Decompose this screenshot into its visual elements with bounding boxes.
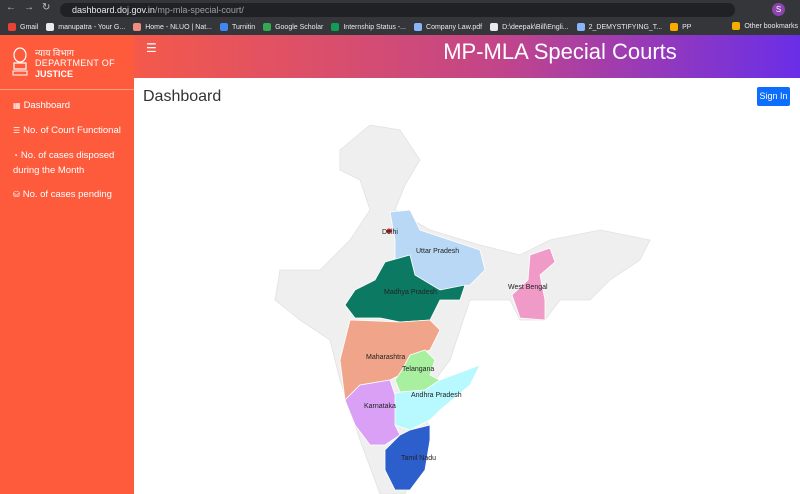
menu-label: No. of cases pending bbox=[22, 189, 112, 200]
forward-button[interactable]: → bbox=[24, 2, 34, 13]
bookmark-icon bbox=[670, 23, 679, 31]
address-bar[interactable]: dashboard.doj.gov.in/mp-mla-special-cour… bbox=[60, 3, 735, 17]
map-label: Andhra Pradesh bbox=[411, 392, 462, 399]
menu-item[interactable]: ⛁ No. of cases pending bbox=[13, 189, 112, 200]
map-label: West Bengal bbox=[508, 284, 548, 291]
bookmark[interactable]: Turnitin bbox=[220, 19, 255, 35]
bookmark-icon bbox=[133, 23, 142, 31]
url-path: /mp-mla-special-court/ bbox=[154, 5, 244, 15]
bookmark[interactable]: Home - NLUO | Nat... bbox=[133, 19, 212, 35]
bookmark-label: 2_DEMYSTIFYING_T... bbox=[588, 23, 663, 31]
bookmark[interactable]: Internship Status -... bbox=[331, 19, 406, 35]
bookmark-icon bbox=[576, 23, 585, 31]
menu-label: No. of cases disposed during the Month bbox=[13, 150, 115, 176]
bookmark[interactable]: manupatra - Your G... bbox=[46, 19, 125, 35]
menu-item[interactable]: ☰ No. of Court Functional bbox=[13, 125, 121, 136]
map-label: Telangana bbox=[402, 366, 434, 373]
bookmark-icon bbox=[490, 23, 499, 31]
bookmark-label: Company Law.pdf bbox=[426, 23, 483, 31]
bookmark-label: manupatra - Your G... bbox=[58, 23, 126, 31]
menu-label: No. of Court Functional bbox=[23, 125, 121, 136]
bookmark[interactable]: Gmail bbox=[8, 19, 38, 35]
state-tamil-nadu[interactable] bbox=[384, 424, 431, 491]
delhi-marker[interactable] bbox=[386, 228, 392, 234]
bookmark[interactable]: Company Law.pdf bbox=[414, 19, 482, 35]
menu-item[interactable]: ▦ Dashboard bbox=[13, 100, 71, 111]
bookmark-label: Internship Status -... bbox=[343, 23, 407, 31]
logo-line: DEPARTMENT OF bbox=[35, 58, 115, 68]
reload-button[interactable]: ↻ bbox=[42, 2, 51, 13]
map-label: Tamil Nadu bbox=[401, 455, 436, 462]
map-label: Uttar Pradesh bbox=[416, 248, 459, 255]
bookmark[interactable]: 2_DEMYSTIFYING_T... bbox=[576, 19, 663, 35]
menu-item[interactable]: ◔ No. of cases disposed during the Month bbox=[13, 150, 115, 176]
logo-line: न्याय विभाग bbox=[35, 48, 74, 58]
bookmark[interactable]: Google Scholar bbox=[263, 19, 323, 35]
url-host: dashboard.doj.gov.in bbox=[72, 5, 155, 15]
bookmark-icon bbox=[414, 23, 423, 31]
emblem bbox=[12, 47, 28, 76]
map-label: Madhya Pradesh bbox=[384, 289, 437, 296]
state-west-bengal[interactable] bbox=[511, 247, 556, 321]
bookmark-icon bbox=[220, 23, 228, 31]
header: ☰ MP-MLA Special Courts bbox=[134, 35, 800, 78]
bookmarks-bar: Gmail manupatra - Your G... Home - NLUO | … bbox=[0, 19, 800, 35]
india-outline bbox=[274, 124, 651, 494]
back-button[interactable]: ← bbox=[6, 2, 16, 13]
sign-in-button[interactable]: Sign In bbox=[757, 87, 790, 106]
logo[interactable]: न्याय विभाग DEPARTMENT OF JUSTICE bbox=[8, 43, 126, 83]
bookmark-label: PP bbox=[682, 23, 692, 31]
menu-label: Dashboard bbox=[23, 100, 71, 111]
divider bbox=[0, 89, 134, 90]
bookmark-label: Google Scholar bbox=[275, 23, 324, 31]
browser-chrome: ← → ↻ dashboard.doj.gov.in/mp-mla-specia… bbox=[0, 0, 800, 35]
page-title: Dashboard bbox=[143, 88, 222, 105]
map-label: Karnataka bbox=[364, 403, 396, 410]
bookmark-icon bbox=[8, 23, 16, 31]
logo-line: JUSTICE bbox=[35, 69, 74, 79]
bookmark-label: Home - NLUO | Nat... bbox=[145, 23, 212, 31]
state-karnataka[interactable] bbox=[344, 379, 401, 446]
bookmark-label: Gmail bbox=[20, 23, 39, 31]
map-label: Delhi bbox=[382, 229, 398, 236]
bookmark-icon bbox=[46, 23, 55, 31]
bookmark-label: Turnitin bbox=[232, 23, 256, 31]
profile-avatar[interactable]: S bbox=[772, 3, 785, 16]
bookmark[interactable]: PP bbox=[670, 19, 691, 35]
bookmark-label: D:\deepak\Bill\Engli... bbox=[502, 23, 569, 31]
menu-toggle[interactable]: ☰ bbox=[146, 41, 157, 55]
sidebar: न्याय विभाग DEPARTMENT OF JUSTICE ▦ Dashb… bbox=[0, 35, 134, 494]
map-label: Maharashtra bbox=[366, 354, 405, 361]
bookmark[interactable]: D:\deepak\Bill\Engli... bbox=[490, 19, 569, 35]
bookmark-label: Other bookmarks bbox=[744, 22, 798, 30]
bookmark-icon bbox=[331, 23, 340, 31]
header-title: MP-MLA Special Courts bbox=[443, 39, 677, 64]
bookmark-icon bbox=[263, 23, 272, 31]
bookmark[interactable]: Other bookmarks bbox=[732, 22, 798, 30]
